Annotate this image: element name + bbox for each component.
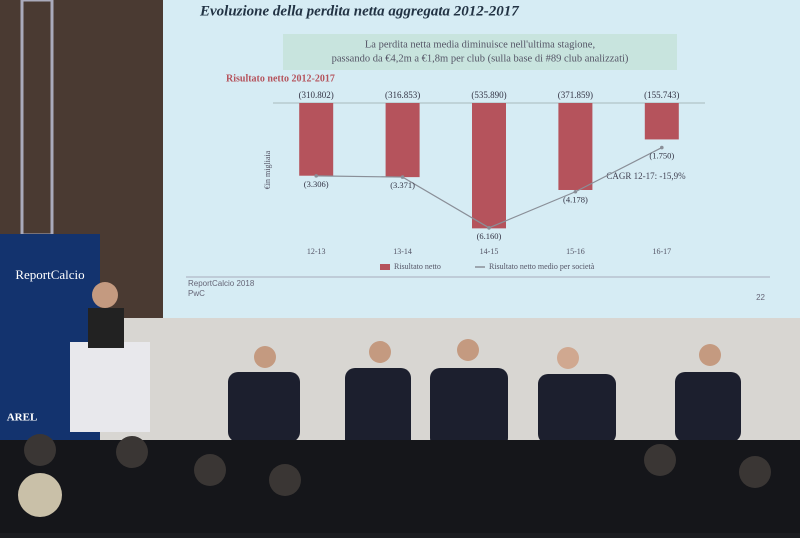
value-label: (6.160) bbox=[477, 231, 502, 241]
author: PwC bbox=[188, 289, 205, 298]
value-label: (155.743) bbox=[644, 90, 679, 100]
point bbox=[660, 145, 664, 150]
speaker bbox=[88, 308, 124, 348]
legend-label: Risultato netto medio per società bbox=[489, 262, 595, 271]
point bbox=[573, 189, 578, 194]
bar bbox=[472, 103, 506, 229]
value-label: (3.371) bbox=[390, 180, 415, 190]
speaker bbox=[92, 282, 118, 308]
page-number: 22 bbox=[756, 293, 765, 302]
x-tick-label: 14-15 bbox=[480, 247, 499, 256]
bar bbox=[644, 103, 679, 140]
slide-title: Evoluzione della perdita netta aggregata… bbox=[199, 3, 519, 19]
x-tick-label: 16-17 bbox=[652, 247, 671, 256]
chart-title: Risultato netto 2012-2017 bbox=[226, 73, 335, 84]
y-label: €in migliaia bbox=[263, 150, 272, 189]
x-tick-label: 15-16 bbox=[566, 247, 585, 256]
subtitle: La perdita netta media diminuisce nell'u… bbox=[365, 39, 595, 50]
annotation: CAGR 12-17: -15,9% bbox=[606, 171, 686, 181]
subtitle: passando da €4,2m a €1,8m per club (sull… bbox=[332, 53, 629, 64]
value-label: (371.859) bbox=[558, 90, 593, 100]
audience-heads bbox=[18, 434, 771, 517]
banner-title: ReportCalcio bbox=[15, 267, 84, 282]
bar bbox=[385, 103, 420, 178]
source: ReportCalcio 2018 bbox=[188, 279, 255, 288]
legend-swatch bbox=[380, 264, 390, 270]
panel bbox=[228, 339, 741, 458]
value-label: (3.306) bbox=[304, 179, 329, 189]
point bbox=[314, 174, 319, 178]
value-label: (535.890) bbox=[471, 90, 506, 100]
subtitle-box bbox=[283, 34, 677, 70]
x-tick-label: 13-14 bbox=[393, 247, 412, 256]
banner-logo: AREL bbox=[7, 412, 38, 424]
value-label: (310.802) bbox=[299, 90, 334, 100]
bar bbox=[299, 103, 334, 176]
lectern bbox=[70, 342, 150, 432]
point bbox=[487, 226, 491, 230]
value-label: (4.178) bbox=[563, 195, 588, 205]
bar bbox=[558, 103, 593, 190]
legend-label: Risultato netto bbox=[394, 262, 441, 271]
x-tick-label: 12-13 bbox=[307, 247, 326, 256]
value-label: (1.750) bbox=[649, 151, 674, 161]
value-label: (316.853) bbox=[385, 90, 420, 100]
point bbox=[400, 175, 405, 179]
